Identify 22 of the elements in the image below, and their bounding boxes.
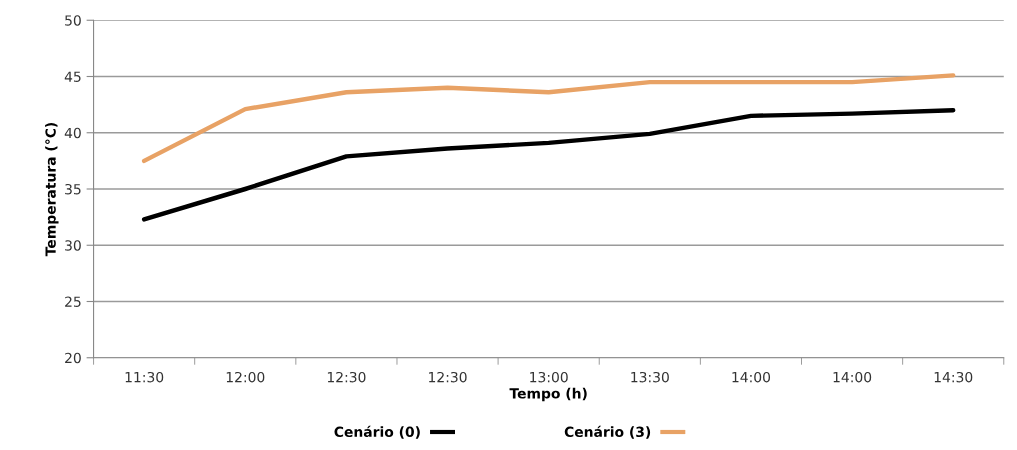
y-axis-title: Temperatura (°C): [45, 122, 59, 257]
line-series: [141, 73, 956, 164]
y-tick-label: 50: [65, 15, 81, 26]
x-tick-label: 12:30: [429, 371, 467, 383]
line-series: [141, 108, 956, 222]
x-tick-label: 13:00: [530, 371, 568, 383]
y-tick-label: 25: [65, 296, 81, 307]
x-tick-label: 14:00: [732, 371, 771, 383]
y-tick-label: 30: [65, 240, 81, 251]
legend-label: Cenário (3): [564, 425, 651, 439]
y-tick-label: 40: [64, 127, 81, 139]
legend-label: Cenário (0): [334, 425, 420, 439]
x-axis-title: Tempo (h): [509, 387, 587, 402]
x-tick-label: 11:30: [125, 371, 164, 383]
y-tick-label: 35: [65, 183, 81, 195]
x-tick-label: 14:30: [934, 371, 973, 383]
x-tick-label: 12:30: [327, 371, 366, 383]
x-tick-label: 14:00: [833, 371, 872, 383]
x-tick-label: 12:00: [226, 371, 265, 383]
y-tick-label: 20: [65, 352, 81, 364]
x-tick-label: 13:30: [631, 371, 669, 383]
y-tick-label: 45: [64, 71, 81, 82]
